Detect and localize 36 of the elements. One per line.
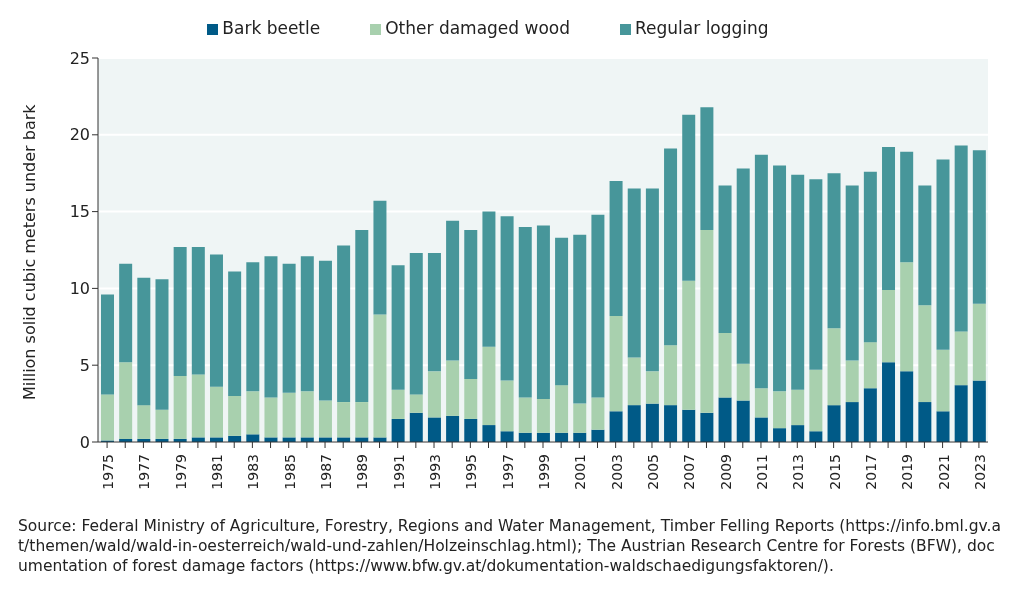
x-tick-label: 1977 [136,454,153,490]
x-tick-label: 1983 [245,454,262,490]
y-tick-label: 15 [69,202,90,222]
x-tick-label: 1997 [499,454,516,490]
x-tick-label: 2001 [572,454,589,490]
x-tick-label: 1993 [426,454,443,490]
y-tick-label: 0 [79,432,90,452]
x-tick-label: 1991 [390,454,407,490]
y-tick-label: 10 [69,279,90,299]
x-tick-label: 2019 [899,454,916,490]
x-tick-label: 1975 [100,454,117,490]
x-tick-label: 2017 [862,454,879,490]
legend-label: Regular logging [635,18,769,38]
y-tick-label: 25 [69,48,90,68]
x-tick-label: 2003 [608,454,625,490]
legend-label: Other damaged wood [385,18,571,38]
x-tick-label: 2021 [935,454,952,490]
y-axis-title: Million solid cubic meters under bark [19,103,39,400]
source-note: Source: Federal Ministry of Agriculture, Forestry, Regions and Water Management, Timber Felling Reports (https://info.bml.gv.at/themen/wald/wald-in-oesterreich/wald-und-zahlen/Holzeinschlag.html); The Austrian Research Centre for Forests (BFW), documentation of forest damage factors (https://www.bfw.gv.at/dokumentation-waldschaedigungsfaktoren/). [17,516,1002,576]
x-tick-label: 1985 [281,454,298,490]
x-tick-label: 1987 [317,454,334,490]
y-tick-label: 5 [79,355,90,375]
x-tick-label: 1979 [172,454,189,490]
x-tick-label: 1981 [209,454,225,490]
x-tick-label: 1995 [463,454,480,490]
x-tick-label: 1989 [354,454,371,490]
x-tick-label: 2015 [826,454,843,490]
x-tick-label: 2013 [790,454,807,490]
x-tick-label: 2005 [644,454,661,490]
x-tick-label: 2009 [717,454,734,490]
x-tick-label: 2007 [681,454,698,490]
legend-label: Bark beetle [222,18,321,38]
x-tick-label: 2011 [753,454,770,490]
x-tick-label: 2023 [971,454,988,490]
x-tick-label: 1999 [535,454,552,490]
y-tick-label: 20 [69,125,90,145]
